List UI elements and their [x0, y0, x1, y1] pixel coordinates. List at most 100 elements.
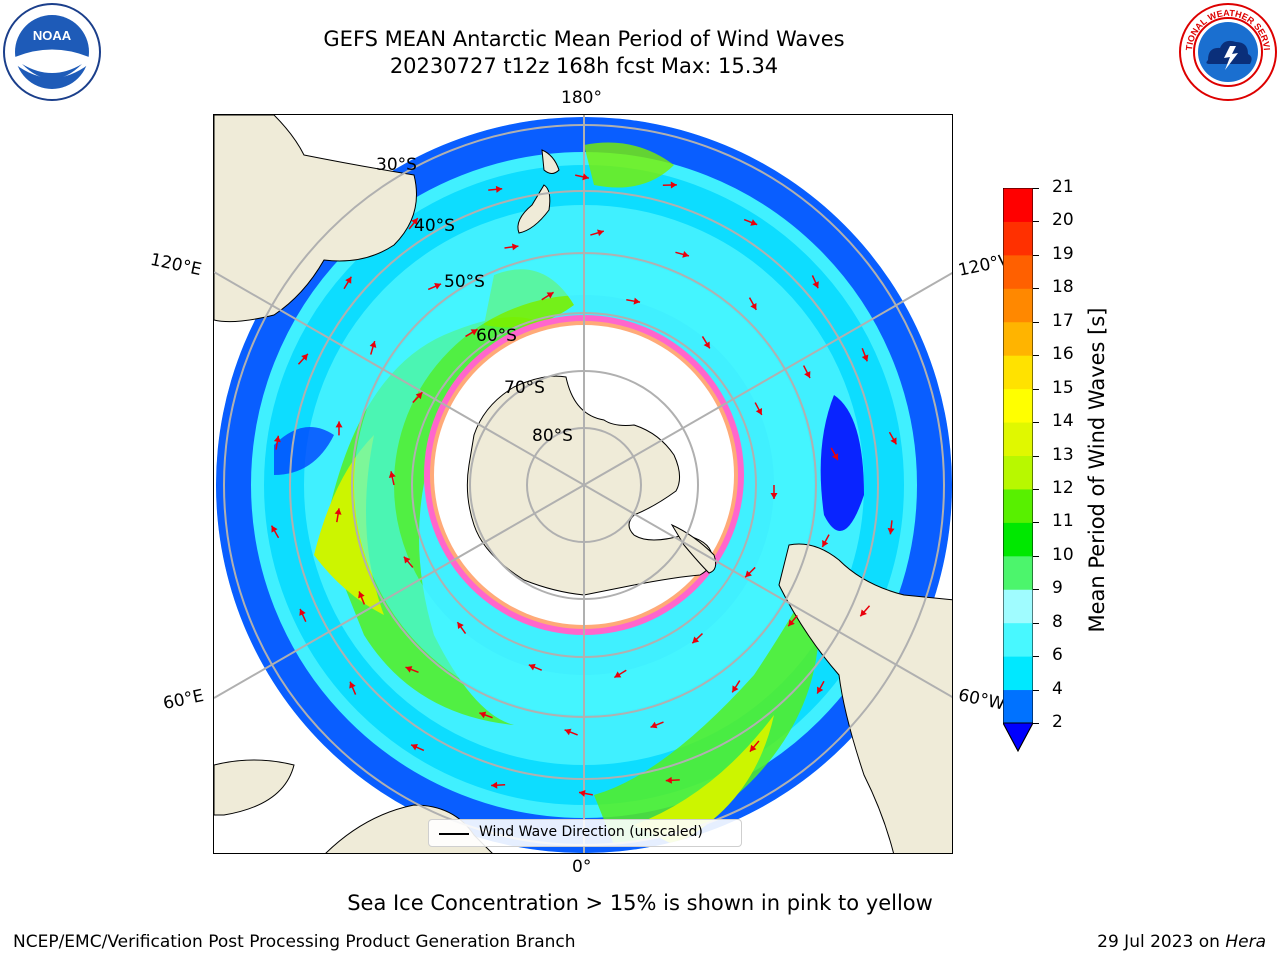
wave-arrow-head [273, 435, 281, 443]
australia [214, 115, 417, 323]
africa-madagascar [214, 759, 295, 816]
short-period-pocket-west [274, 427, 334, 475]
wave-arrow-head [890, 437, 897, 445]
footer-host: Hera [1225, 932, 1266, 952]
lat-label-70s: 70°S [504, 378, 545, 398]
colorbar-segment [1003, 555, 1033, 590]
colorbar-tick-mark [1033, 355, 1039, 357]
chart-title: GEFS MEAN Antarctic Mean Period of Wind … [323, 27, 845, 51]
wave-arrow-head [597, 229, 604, 237]
colorbar-tick-label: 15 [1052, 377, 1074, 398]
colorbar-tick-mark [1033, 723, 1039, 724]
lon-label-60e: 60°E [161, 685, 206, 715]
colorbar-tick-mark [1033, 555, 1039, 557]
wave-arrow-head [812, 281, 819, 289]
wave-arrow-head [732, 685, 739, 693]
new-zealand-south [517, 184, 551, 234]
colorbar-tick-mark [1033, 221, 1039, 223]
colorbar-tick-label: 19 [1052, 243, 1074, 264]
wave-arrow-head [528, 663, 536, 671]
footer-date: 29 Jul 2023 on [1097, 932, 1226, 952]
wave-arrow-head [665, 776, 672, 784]
lat-label-30s: 30°S [376, 155, 417, 175]
wave-arrow-head [335, 421, 343, 428]
wave-arrow-head [369, 341, 377, 348]
wave-arrow-head [411, 743, 418, 751]
colorbar-tick-mark [1033, 589, 1039, 591]
colorbar-tick-mark [1033, 422, 1039, 424]
wave-arrow-head [334, 508, 342, 515]
wave-arrow-head [633, 297, 641, 305]
wave-arrow-head [703, 341, 710, 349]
sea-ice-note: Sea Ice Concentration > 15% is shown in … [347, 891, 933, 915]
long-period-swath-atlantic [594, 575, 819, 845]
colorbar-tick-mark [1033, 656, 1039, 658]
colorbar-tick-label: 8 [1052, 611, 1063, 632]
colorbar-label: Mean Period of Wind Waves [s] [1085, 307, 1109, 633]
legend-text: Wind Wave Direction (unscaled) [479, 824, 703, 840]
colorbar-segment [1003, 221, 1033, 256]
colorbar-tick-mark [1033, 288, 1039, 290]
wave-arrow-head [822, 540, 829, 547]
colorbar-tick-label: 9 [1052, 578, 1063, 599]
colorbar-tick-mark [1033, 689, 1039, 691]
wave-arrow-head [755, 407, 763, 415]
colorbar-segment [1003, 355, 1033, 390]
colorbar-segment [1003, 422, 1033, 456]
wave-arrow-head [511, 243, 519, 251]
wave-arrow-head [405, 666, 413, 673]
lon-label-60w: 60°W [956, 685, 1007, 715]
wave-arrow-head [271, 525, 278, 533]
wave-arrow-head [301, 353, 308, 361]
wave-arrow-head [457, 622, 464, 630]
polar-map: 30°S 40°S 50°S 60°S 70°S 80°S [214, 115, 952, 853]
short-period-pocket-east [820, 395, 864, 531]
wave-arrow-head [650, 721, 658, 729]
wave-arrow-head [614, 671, 622, 678]
wave-arrow-head [582, 173, 589, 181]
colorbar-tick-label: 17 [1052, 310, 1074, 331]
wave-arrow-head [770, 493, 778, 499]
wave-arrow-head [388, 471, 396, 478]
wave-arrow-head [491, 781, 498, 789]
colorbar-tick-mark [1033, 188, 1039, 189]
lat-label-40s: 40°S [414, 216, 455, 236]
colorbar-segment [1003, 656, 1033, 691]
wave-arrow-head [349, 681, 356, 689]
wave-arrow-head [434, 283, 442, 290]
colorbar-tick-mark [1033, 522, 1039, 524]
colorbar-segment [1003, 254, 1033, 289]
colorbar-tick-label: 10 [1052, 544, 1074, 565]
lat-label-80s: 80°S [532, 426, 573, 446]
colorbar-tick-label: 20 [1052, 210, 1074, 231]
colorbar-tick-mark [1033, 254, 1039, 256]
noaa-logo-text: NOAA [33, 28, 72, 43]
colorbar-tick-label: 16 [1052, 344, 1074, 365]
wave-arrow-head [299, 608, 306, 616]
wave-arrow-head [411, 218, 418, 225]
footer-right: 29 Jul 2023 on Hera [1097, 932, 1266, 952]
colorbar-tick-label: 21 [1052, 177, 1074, 197]
colorbar-segment [1003, 522, 1033, 557]
noaa-logo: NOAA [2, 2, 102, 102]
wave-arrow-head [682, 251, 689, 258]
wave-arrow-head [817, 686, 824, 694]
wave-arrow-head [692, 636, 700, 644]
colorbar-segment [1003, 455, 1033, 490]
wave-arrow-head [345, 276, 352, 284]
wave-arrow-head [750, 219, 758, 226]
lon-label-0: 0° [572, 857, 592, 877]
wave-arrow-head [415, 392, 423, 400]
nws-logo: NATIONAL WEATHER SERVICE [1175, 0, 1278, 102]
colorbar-tick-label: 13 [1052, 444, 1074, 465]
wave-arrow-head [861, 354, 869, 362]
wave-arrow-head [745, 570, 752, 578]
colorbar-segment [1003, 321, 1033, 356]
map-legend: Wind Wave Direction (unscaled) [428, 819, 742, 847]
wave-arrow-head [749, 744, 757, 752]
wave-arrow-head [546, 292, 554, 299]
wave-arrow-head [860, 609, 867, 617]
wave-arrow-head [358, 591, 365, 599]
lat-label-50s: 50°S [444, 272, 485, 292]
colorbar-segment [1003, 589, 1033, 624]
